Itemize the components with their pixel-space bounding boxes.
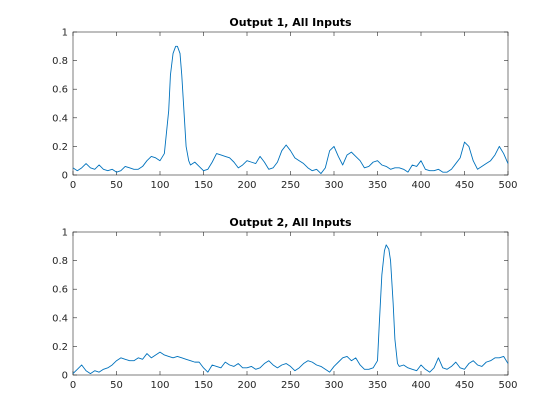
y-tick-label: 0.4 — [52, 113, 68, 124]
x-tick-label: 300 — [324, 180, 343, 191]
x-tick-label: 200 — [237, 180, 256, 191]
x-tick-label: 500 — [498, 380, 517, 391]
x-tick-label: 350 — [368, 180, 387, 191]
x-tick-label: 450 — [455, 380, 474, 391]
series-line-2-1 — [72, 244, 509, 375]
subplot-1: Output 1, All Inputs 0 50 100 150 200 250 300 35… — [52, 16, 517, 191]
x-tick-label: 150 — [194, 180, 213, 191]
x-tick-label: 300 — [324, 380, 343, 391]
x-tick-label: 100 — [150, 180, 169, 191]
x-tick-label: 200 — [237, 380, 256, 391]
x-tick-label: 450 — [455, 180, 474, 191]
y-tick-label: 0.2 — [52, 342, 68, 353]
y-tick-label: 0 — [62, 171, 68, 182]
chart-title: Output 2, All Inputs — [229, 216, 352, 229]
y-tick-label: 0.6 — [52, 285, 68, 296]
y-tick-label: 1 — [62, 28, 68, 39]
x-tick-label: 100 — [150, 380, 169, 391]
subplot-2: Output 2, All Inputs 0 50 100 150 200 250 300 35… — [52, 216, 517, 391]
x-tick-label: 50 — [110, 180, 123, 191]
x-tick-label: 150 — [194, 380, 213, 391]
y-tick-label: 0 — [62, 371, 68, 382]
y-tick-label: 0.8 — [52, 56, 68, 67]
series-line-1-1 — [72, 45, 509, 175]
x-tick-label: 400 — [411, 180, 430, 191]
x-tick-label: 250 — [281, 180, 300, 191]
x-tick-label: 0 — [70, 180, 76, 191]
x-tick-label: 50 — [110, 380, 123, 391]
x-tick-label: 0 — [70, 380, 76, 391]
y-tick-label: 0.2 — [52, 142, 68, 153]
x-tick-label: 250 — [281, 380, 300, 391]
chart-title: Output 1, All Inputs — [229, 16, 352, 29]
y-tick-label: 0.8 — [52, 256, 68, 267]
x-tick-label: 500 — [498, 180, 517, 191]
y-tick-label: 0.4 — [52, 313, 68, 324]
y-tick-label: 1 — [62, 228, 68, 239]
x-tick-label: 400 — [411, 380, 430, 391]
x-tick-label: 350 — [368, 380, 387, 391]
y-tick-label: 0.6 — [52, 85, 68, 96]
